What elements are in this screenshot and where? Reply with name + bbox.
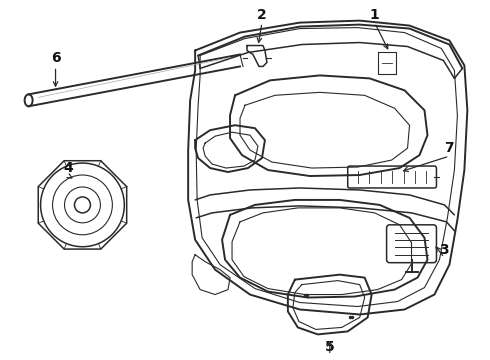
Text: 7: 7: [444, 141, 454, 155]
Text: 3: 3: [440, 243, 449, 257]
Text: 6: 6: [51, 51, 60, 66]
Text: 2: 2: [257, 8, 267, 22]
Text: 5: 5: [325, 340, 335, 354]
Text: 1: 1: [370, 8, 380, 22]
Text: 4: 4: [64, 161, 74, 175]
